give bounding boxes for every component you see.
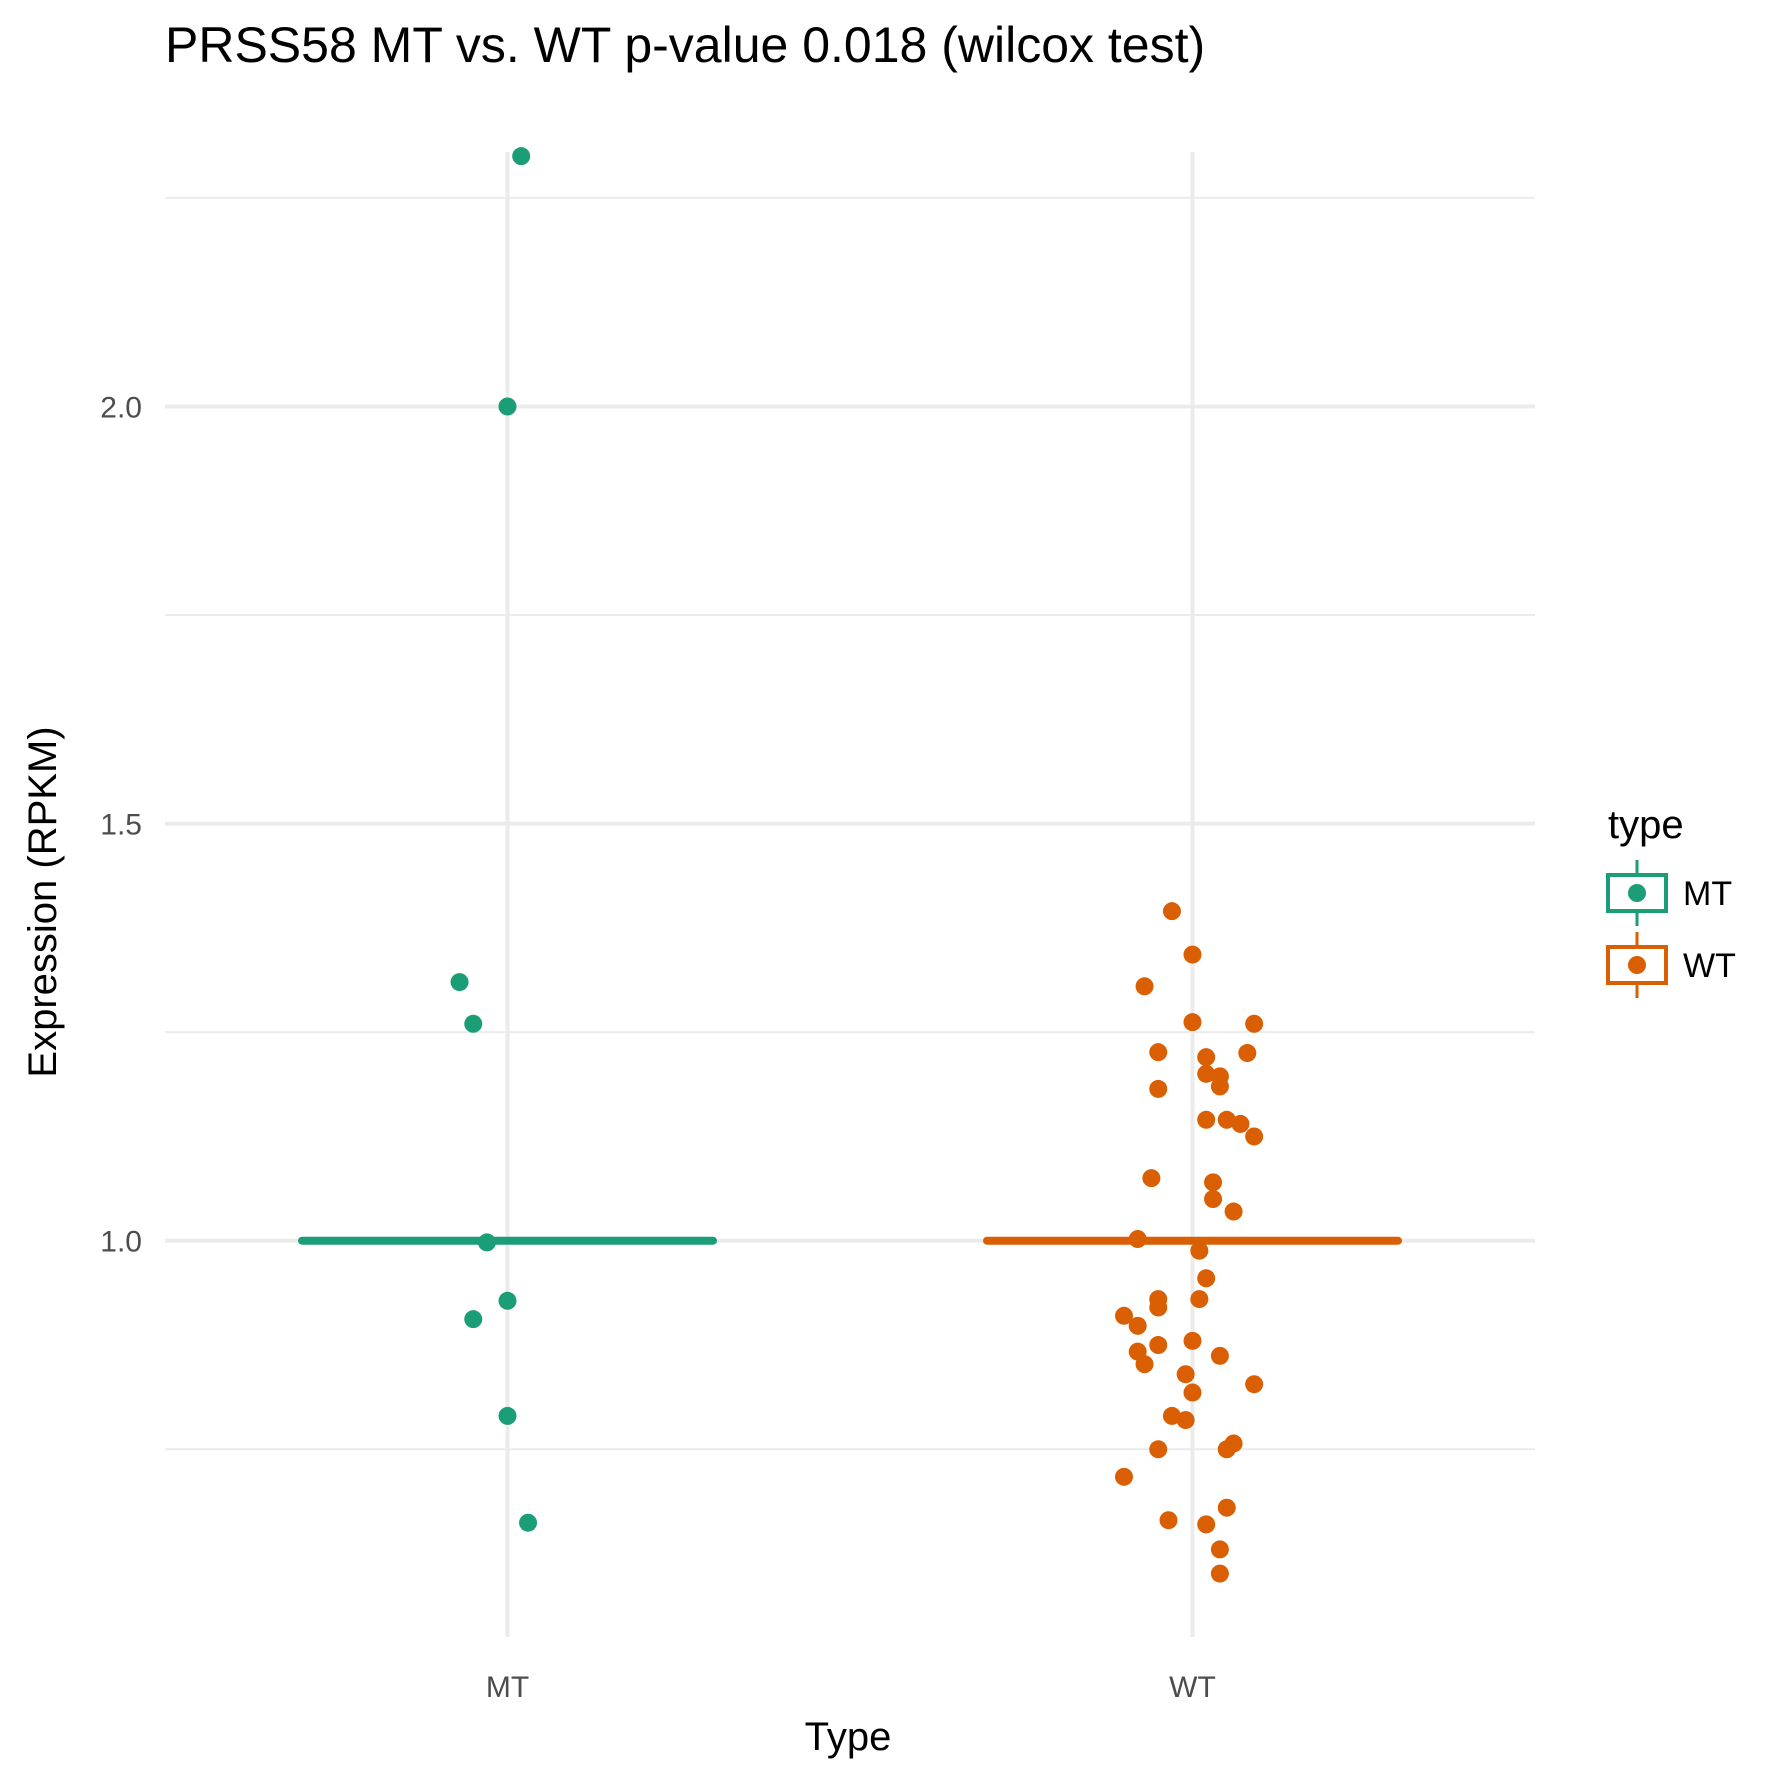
data-point-wt (1204, 1173, 1223, 1192)
data-point-wt (1197, 1064, 1216, 1083)
data-point-wt (1190, 1241, 1209, 1260)
data-point-wt (1135, 977, 1154, 996)
chart-title: PRSS58 MT vs. WT p-value 0.018 (wilcox t… (165, 17, 1205, 73)
legend-label: WT (1683, 947, 1736, 985)
x-tick-label: MT (486, 1671, 529, 1704)
legend-title: type (1608, 803, 1684, 847)
legend: type MT WT (1606, 803, 1736, 998)
legend-key-point (1628, 956, 1646, 974)
y-tick-label: 1.0 (100, 1226, 142, 1259)
data-point-wt (1210, 1564, 1229, 1583)
data-point-mt (464, 1014, 483, 1033)
data-point-wt (1162, 902, 1181, 921)
y-axis-title: Expression (RPKM) (21, 726, 65, 1077)
data-point-wt (1115, 1467, 1133, 1486)
data-point-wt (1210, 1346, 1229, 1365)
data-point-mt (498, 1406, 517, 1425)
data-point-wt (1183, 945, 1202, 964)
data-point-wt (1162, 1406, 1181, 1425)
data-point-wt (1197, 1048, 1216, 1067)
legend-key-point (1628, 884, 1646, 902)
data-point-wt (1210, 1077, 1229, 1096)
data-point-wt (1183, 1331, 1202, 1350)
data-point-wt (1197, 1515, 1216, 1534)
y-tick-label: 1.5 (100, 809, 142, 842)
legend-label: MT (1683, 875, 1732, 913)
data-point-wt (1210, 1540, 1229, 1559)
data-point-wt (1176, 1411, 1195, 1430)
data-point-wt (1183, 1013, 1202, 1032)
data-point-wt (1128, 1230, 1147, 1249)
data-point-wt (1190, 1290, 1209, 1309)
data-point-wt (1142, 1169, 1161, 1188)
data-point-wt (1231, 1114, 1250, 1133)
y-axis-ticks: 1.0 1.5 2.0 (100, 391, 142, 1258)
point-layer (450, 147, 1264, 1583)
data-point-wt (1135, 1355, 1154, 1374)
data-point-wt (1128, 1316, 1147, 1335)
data-point-mt (519, 1513, 538, 1532)
data-point-mt (464, 1310, 483, 1329)
data-point-wt (1149, 1043, 1168, 1062)
data-point-wt (1183, 1383, 1202, 1402)
data-point-wt (1149, 1079, 1168, 1098)
data-point-wt (1197, 1269, 1216, 1288)
data-point-wt (1217, 1440, 1236, 1459)
data-point-wt (1217, 1110, 1236, 1129)
data-point-wt (1159, 1511, 1178, 1530)
legend-item-wt: WT (1606, 932, 1736, 998)
data-point-wt (1245, 1375, 1264, 1394)
data-point-wt (1149, 1440, 1168, 1459)
legend-items: MT WT (1606, 860, 1736, 998)
data-point-wt (1176, 1365, 1195, 1384)
data-point-mt (450, 973, 469, 992)
data-point-mt (477, 1233, 496, 1252)
data-point-wt (1224, 1202, 1243, 1221)
data-point-mt (512, 147, 531, 166)
data-point-wt (1149, 1336, 1168, 1355)
y-tick-label: 2.0 (100, 391, 142, 424)
x-axis-ticks: MT WT (486, 1671, 1216, 1704)
data-point-wt (1245, 1014, 1264, 1033)
x-tick-label: WT (1169, 1671, 1216, 1704)
legend-item-mt: MT (1606, 860, 1732, 926)
data-point-wt (1238, 1044, 1257, 1063)
data-point-wt (1149, 1298, 1168, 1317)
data-point-wt (1204, 1190, 1223, 1209)
data-point-wt (1197, 1110, 1216, 1129)
data-point-mt (498, 1291, 517, 1310)
x-axis-title: Type (805, 1715, 892, 1759)
data-point-wt (1245, 1127, 1264, 1146)
data-point-wt (1115, 1306, 1133, 1325)
data-point-wt (1217, 1498, 1236, 1517)
grid-layer (165, 152, 1535, 1637)
data-point-mt (498, 397, 517, 416)
